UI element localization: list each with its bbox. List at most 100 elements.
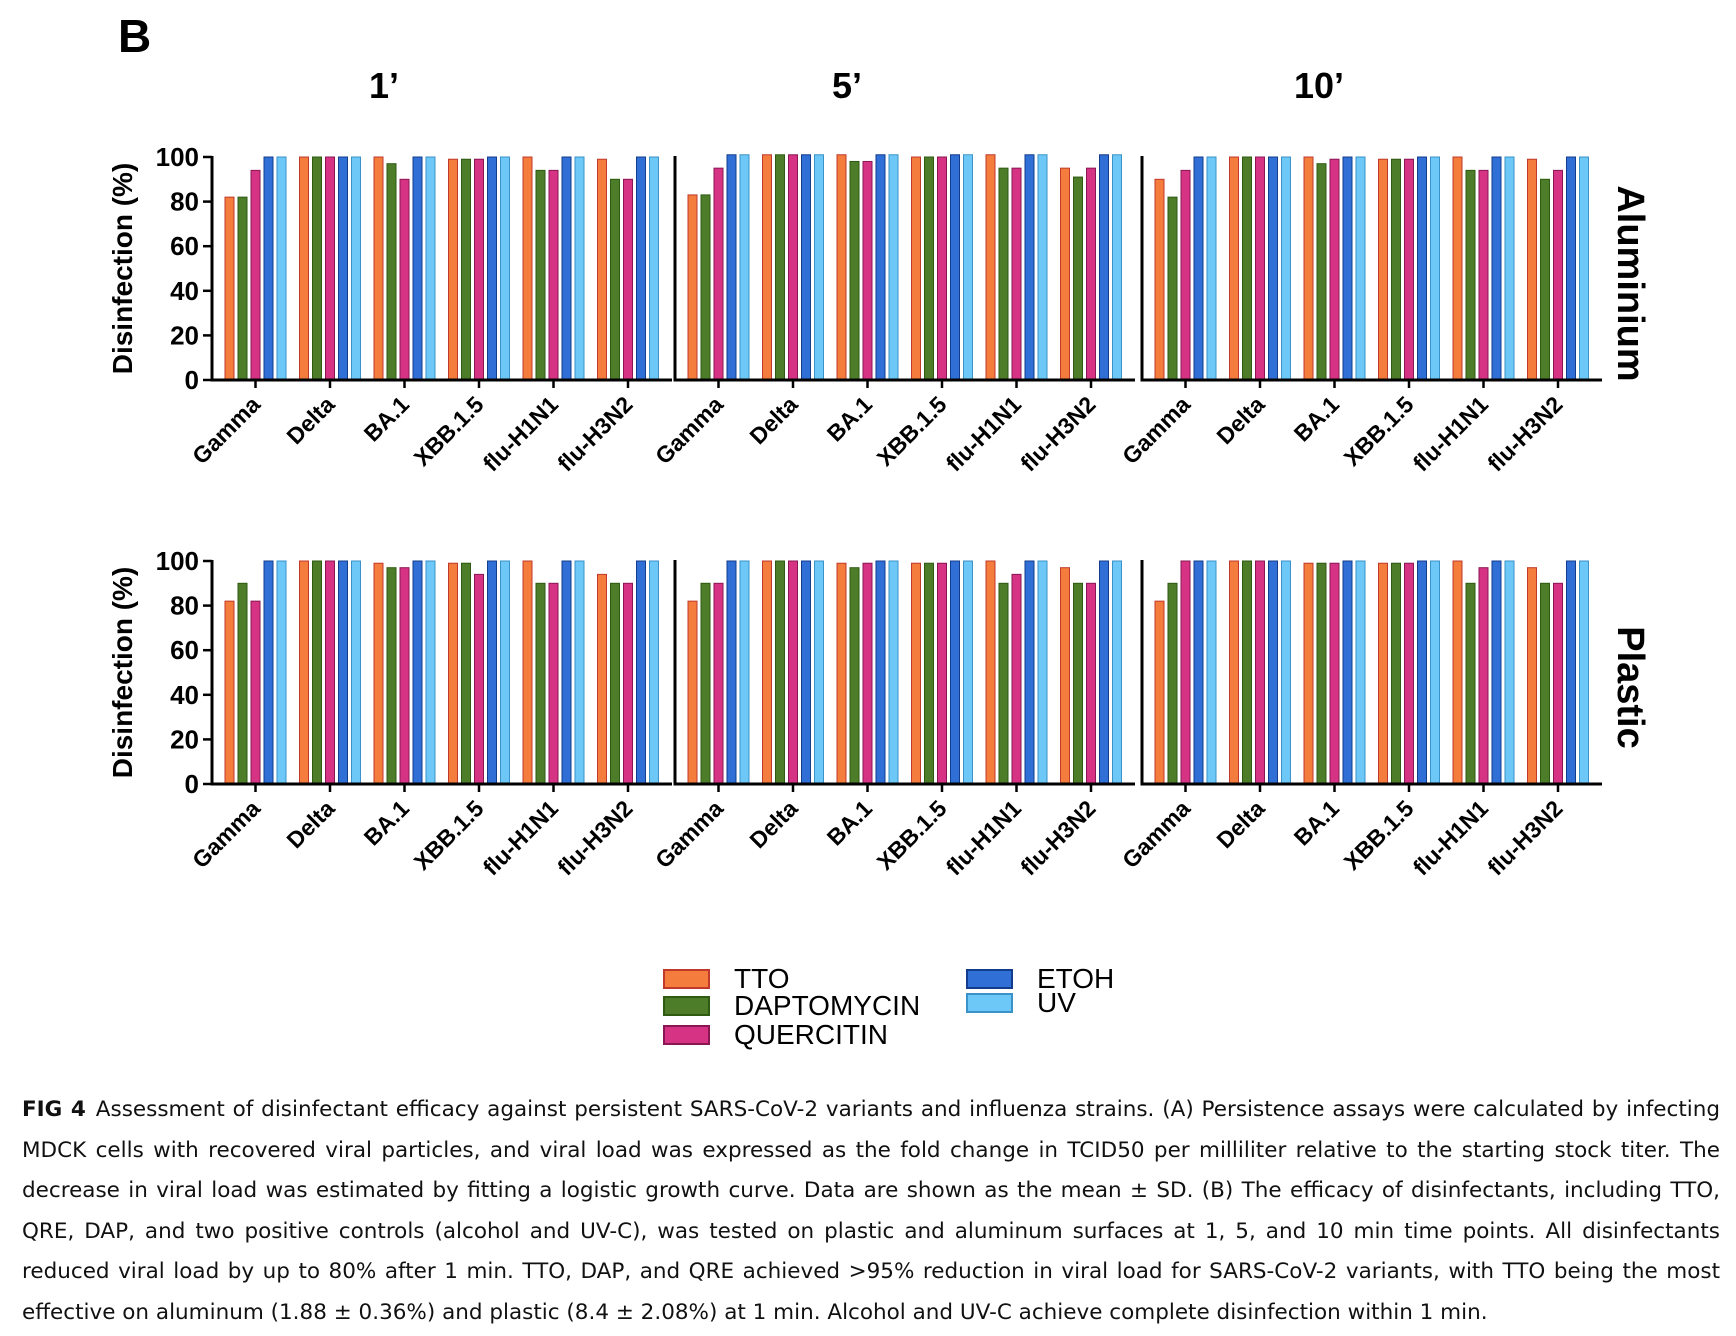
x-tick-label: Delta	[744, 795, 802, 853]
bar-quercitin-flu-h1n1	[1011, 167, 1022, 381]
bar-etoh-flu-h3n2	[1099, 154, 1109, 381]
bar-quercitin-flu-h1n1	[548, 582, 559, 785]
x-tick-label: Gamma	[650, 795, 728, 873]
bar-tto-gamma	[224, 600, 235, 785]
bar-tto-delta	[299, 156, 309, 381]
panel-label: B	[118, 10, 151, 62]
bar-etoh-xbb.1.5	[950, 560, 960, 785]
x-tick-label: flu-H3N2	[1482, 391, 1567, 476]
bar-tto-flu-h3n2	[1527, 567, 1537, 785]
bar-quercitin-delta	[325, 156, 335, 381]
bar-etoh-flu-h3n2	[636, 156, 646, 381]
x-tick-label: Delta	[281, 795, 339, 853]
bar-uv-gamma	[1206, 156, 1217, 381]
bar-uv-gamma	[1206, 560, 1217, 785]
bar-quercitin-gamma	[713, 582, 724, 785]
bar-uv-xbb.1.5	[1430, 156, 1440, 381]
bar-uv-flu-h1n1	[1504, 560, 1515, 785]
bar-quercitin-delta	[325, 560, 335, 785]
bar-tto-ba.1	[836, 154, 847, 381]
bar-uv-flu-h1n1	[574, 560, 585, 785]
x-tick-label: Delta	[1211, 391, 1269, 449]
bar-uv-gamma	[276, 156, 287, 381]
bar-uv-delta	[351, 156, 361, 381]
x-tick-label: XBB.1.5	[1339, 795, 1419, 875]
bar-tto-gamma	[687, 194, 698, 381]
x-tick-label: Gamma	[187, 391, 265, 469]
legend-swatch-daptomycin	[663, 996, 710, 1016]
bar-daptomycin-gamma	[1167, 196, 1178, 381]
bar-uv-xbb.1.5	[963, 560, 973, 785]
bar-daptomycin-gamma	[700, 582, 711, 785]
x-tick-label: Gamma	[1117, 391, 1195, 469]
x-tick-label: flu-H3N2	[1482, 795, 1567, 880]
bar-daptomycin-flu-h3n2	[610, 582, 620, 785]
bar-tto-flu-h3n2	[1060, 167, 1070, 381]
x-tick-label: BA.1	[1289, 391, 1345, 447]
y-axis-label: Disinfection (%)	[107, 163, 138, 375]
bar-tto-gamma	[1154, 178, 1165, 381]
bar-tto-xbb.1.5	[911, 156, 921, 381]
bar-quercitin-xbb.1.5	[937, 156, 947, 381]
bar-daptomycin-delta	[312, 156, 322, 381]
bar-daptomycin-xbb.1.5	[1391, 562, 1401, 785]
legend-swatch-uv	[966, 993, 1013, 1013]
bar-quercitin-ba.1	[399, 567, 410, 785]
bar-uv-flu-h3n2	[649, 156, 659, 381]
bar-quercitin-flu-h3n2	[1553, 169, 1563, 381]
bar-quercitin-flu-h1n1	[1011, 573, 1022, 785]
bar-etoh-xbb.1.5	[1417, 560, 1427, 785]
y-tick-label: 60	[170, 635, 199, 665]
bar-daptomycin-flu-h3n2	[610, 178, 620, 381]
x-tick-label: Gamma	[650, 391, 728, 469]
bar-uv-flu-h1n1	[1504, 156, 1515, 381]
bar-daptomycin-xbb.1.5	[461, 562, 471, 785]
bar-tto-delta	[1229, 156, 1239, 381]
legend-swatch-quercitin	[663, 1025, 710, 1045]
bar-uv-gamma	[276, 560, 287, 785]
bar-quercitin-delta	[1255, 156, 1265, 381]
bar-quercitin-flu-h3n2	[1086, 167, 1096, 381]
bar-uv-flu-h3n2	[1112, 560, 1122, 785]
x-tick-label: XBB.1.5	[409, 795, 489, 875]
bar-uv-ba.1	[1355, 156, 1366, 381]
bar-daptomycin-flu-h1n1	[998, 582, 1009, 785]
bar-tto-flu-h1n1	[985, 154, 996, 381]
time-title: 1’	[369, 65, 399, 106]
y-tick-label: 60	[170, 231, 199, 261]
x-tick-label: XBB.1.5	[1339, 391, 1419, 471]
bar-quercitin-xbb.1.5	[937, 562, 947, 785]
bar-daptomycin-flu-h3n2	[1540, 582, 1550, 785]
bar-etoh-gamma	[726, 560, 737, 785]
bar-daptomycin-flu-h1n1	[998, 167, 1009, 381]
bar-daptomycin-delta	[1242, 560, 1252, 785]
x-tick-label: XBB.1.5	[872, 391, 952, 471]
bar-tto-xbb.1.5	[448, 158, 458, 381]
bar-etoh-gamma	[263, 560, 274, 785]
bar-uv-delta	[351, 560, 361, 785]
surface-label: Aluminium	[1609, 185, 1651, 381]
y-tick-label: 0	[185, 769, 199, 799]
bar-etoh-flu-h1n1	[561, 560, 572, 785]
bar-daptomycin-delta	[775, 154, 785, 381]
bar-uv-ba.1	[425, 560, 436, 785]
bar-tto-xbb.1.5	[1378, 562, 1388, 785]
bar-tto-flu-h1n1	[985, 560, 996, 785]
x-tick-label: BA.1	[822, 391, 878, 447]
bar-tto-gamma	[1154, 600, 1165, 785]
x-tick-label: flu-H3N2	[1015, 391, 1100, 476]
bar-uv-gamma	[739, 560, 750, 785]
bar-uv-ba.1	[888, 154, 899, 381]
bar-daptomycin-flu-h1n1	[535, 169, 546, 381]
legend-label: DAPTOMYCIN	[734, 990, 920, 1021]
bar-etoh-ba.1	[1342, 156, 1353, 381]
bar-etoh-flu-h1n1	[1024, 560, 1035, 785]
bar-etoh-flu-h3n2	[636, 560, 646, 785]
bar-tto-flu-h3n2	[1060, 567, 1070, 785]
bar-quercitin-flu-h3n2	[623, 582, 633, 785]
legend-label: UV	[1037, 987, 1076, 1018]
